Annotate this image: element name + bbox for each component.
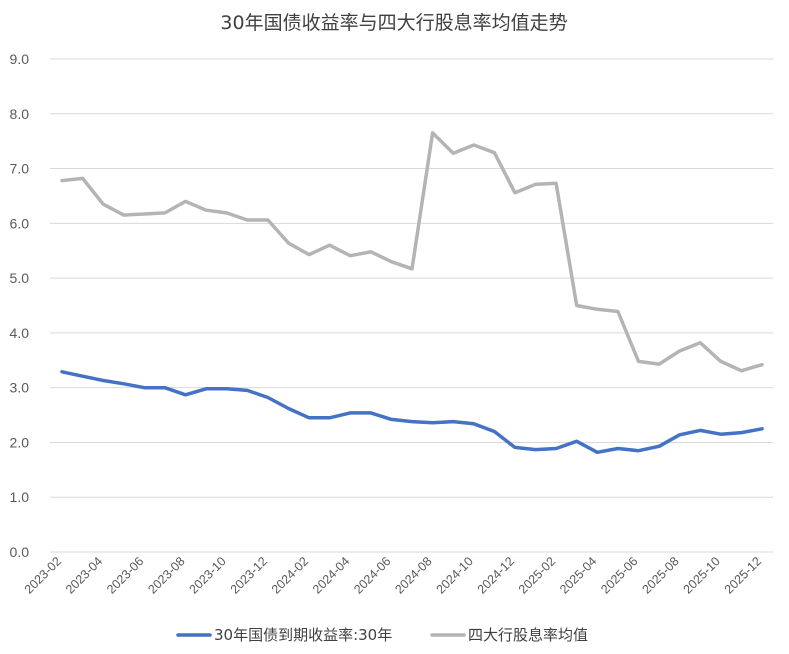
x-tick-label: 2023-06 [104, 554, 146, 596]
y-tick-label: 1.0 [10, 489, 30, 505]
x-tick-label: 2025-04 [557, 554, 599, 596]
x-tick-label: 2025-02 [516, 554, 558, 596]
y-tick-label: 4.0 [10, 325, 30, 341]
y-tick-label: 2.0 [10, 434, 30, 450]
x-tick-label: 2025-10 [681, 554, 723, 596]
y-tick-label: 5.0 [10, 270, 30, 286]
legend-label: 四大行股息率均值 [468, 626, 588, 644]
y-tick-label: 3.0 [10, 380, 30, 396]
x-tick-label: 2023-02 [22, 554, 64, 596]
series-lines [60, 131, 764, 455]
x-tick-label: 2023-08 [145, 554, 187, 596]
grid-lines [50, 58, 773, 553]
x-tick-label: 2024-08 [392, 554, 434, 596]
y-tick-label: 8.0 [10, 106, 30, 122]
y-tick-label: 6.0 [10, 215, 30, 231]
x-tick-label: 2025-12 [722, 554, 764, 596]
x-tick-label: 2024-06 [351, 554, 393, 596]
x-tick-label: 2023-04 [63, 554, 105, 596]
y-tick-label: 7.0 [10, 161, 30, 177]
series-line-2 [60, 131, 764, 373]
legend: 30年国债到期收益率:30年 四大行股息率均值 [176, 626, 588, 644]
y-tick-label: 9.0 [10, 51, 30, 67]
x-tick-label: 2025-08 [639, 554, 681, 596]
legend-label: 30年国债到期收益率:30年 [214, 626, 392, 644]
x-tick-label: 2024-10 [434, 554, 476, 596]
x-tick-label: 2025-06 [598, 554, 640, 596]
x-tick-label: 2024-02 [269, 554, 311, 596]
x-tick-label: 2024-04 [310, 554, 352, 596]
y-axis: 0.0 1.0 2.0 3.0 4.0 5.0 6.0 7.0 8.0 9.0 [10, 51, 30, 560]
y-tick-label: 0.0 [10, 544, 30, 560]
x-tick-label: 2023-10 [186, 554, 228, 596]
x-axis: 2023-022023-042023-062023-082023-102023-… [22, 554, 764, 596]
series-line-1 [60, 370, 764, 455]
x-tick-label: 2024-12 [475, 554, 517, 596]
chart-title: 30年国债收益率与四大行股息率均值走势 [220, 12, 567, 34]
x-tick-label: 2023-12 [228, 554, 270, 596]
